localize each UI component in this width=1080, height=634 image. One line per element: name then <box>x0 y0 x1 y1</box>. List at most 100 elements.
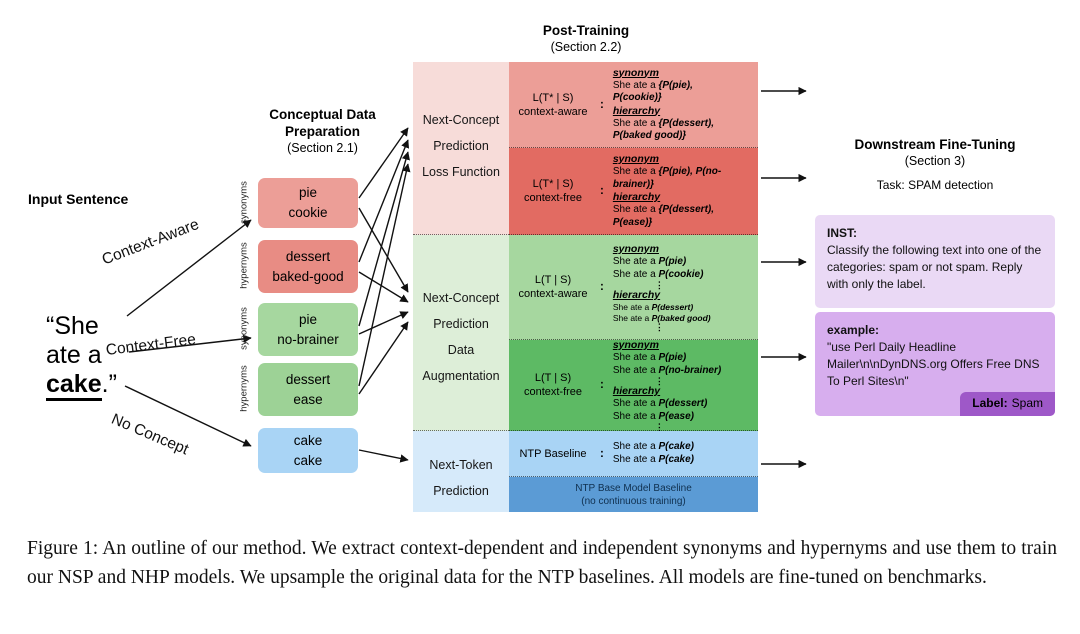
line-prefix: She ate a <box>612 117 659 129</box>
concept-word: cake <box>293 432 323 448</box>
line-concept: {P(dessert), <box>658 117 715 129</box>
hierarchy-heading: hierarchy <box>612 385 661 397</box>
concept-word: dessert <box>285 371 331 387</box>
line-prefix: She ate a <box>612 312 652 323</box>
sentence-line-3: cake.” <box>46 370 117 401</box>
example-line: P(ease)} <box>613 217 758 230</box>
line-concept: P(ease)} <box>612 216 653 228</box>
conceptual-prep-title-line2: Preparation <box>284 124 361 139</box>
ntp-base-model-line: NTP Base Model Baseline <box>575 482 692 494</box>
next-token-column-bg <box>413 431 509 512</box>
concept-word: baked-good <box>272 268 344 284</box>
loss-context-free-row: L(T* | S) context-free : synonym She ate… <box>509 148 758 235</box>
line-prefix: She ate a <box>612 268 659 280</box>
arrow-box4-to-aug <box>358 321 409 395</box>
line-concept: P(dessert) <box>658 398 708 409</box>
side-label-synonyms-2: synonyms <box>238 307 250 350</box>
colon: : <box>600 98 604 111</box>
ntp-base-model-line: (no continuous training) <box>581 495 686 507</box>
synonym-heading: synonym <box>612 243 659 255</box>
line-concept: P(ease) <box>658 410 695 422</box>
sentence-line-2: ate a <box>46 341 102 369</box>
loss-context-aware-row: L(T* | S) context-aware : synonym She at… <box>509 62 758 148</box>
line-concept: P(baked good)} <box>612 130 687 141</box>
synonym-heading: synonym <box>612 339 659 351</box>
concept-box-pie-cookie: pie cookie <box>258 178 358 228</box>
inst-box: INST: Classify the following text into o… <box>815 215 1055 308</box>
likelihood-term-line: context-aware <box>518 288 588 300</box>
hierarchy-heading: hierarchy <box>612 104 661 117</box>
next-token-prediction-label: Next-Token Prediction <box>413 452 509 504</box>
downstream-header: Downstream Fine-Tuning (Section 3) Task:… <box>818 136 1052 194</box>
arrow-box4-to-loss <box>358 163 411 387</box>
example-line: She ate a P(pie) <box>613 256 758 269</box>
line-prefix: She ate a <box>612 410 659 422</box>
colon: : <box>600 447 604 460</box>
arrow-cake-to-ntp <box>358 449 409 463</box>
example-line: She ate a P(dessert) <box>613 302 758 313</box>
line-concept: P(cake) <box>658 441 695 452</box>
loss-term-context-free: L(T* | S) context-free <box>509 177 597 205</box>
example-line: She ate a {P(dessert), <box>613 204 758 217</box>
label-line: Augmentation <box>422 369 500 383</box>
likelihood-term-context-free: L(T | S) context-free <box>509 371 597 399</box>
line-concept: P(no-brainer) <box>658 364 722 376</box>
example-heading: example: <box>827 323 880 337</box>
line-prefix: She ate a <box>612 441 659 452</box>
label-line: Prediction <box>433 139 489 153</box>
row-content: synonym She ate a P(pie) She ate a P(coo… <box>607 243 758 332</box>
next-concept-augmentation-label: Next-Concept Prediction Data Augmentatio… <box>413 285 509 389</box>
concept-box-pie-nobrainer: pie no-brainer <box>258 303 358 356</box>
label-line: Prediction <box>433 484 489 498</box>
line-concept: P(cookie)} <box>612 92 662 103</box>
example-box: example: "use Perl Daily Headline Mailer… <box>815 312 1055 416</box>
inst-heading: INST: <box>827 226 857 240</box>
sentence-suffix: .” <box>101 370 117 398</box>
likelihood-term-line: L(T | S) <box>534 372 572 384</box>
loss-term-context-aware: L(T* | S) context-aware <box>509 91 597 119</box>
vertical-ellipsis: ⋮ <box>654 422 664 432</box>
label-line: Next-Concept <box>422 291 500 305</box>
arrow-box2-to-loss <box>358 139 410 263</box>
arrow-box3-to-loss <box>358 151 410 327</box>
label-line: Loss Function <box>422 165 500 179</box>
example-line: She ate a P(cookie) <box>613 269 758 282</box>
label-line: Next-Token <box>429 458 493 472</box>
ntp-baseline-label: NTP Baseline <box>519 447 587 460</box>
input-sentence-label: Input Sentence <box>28 191 129 207</box>
label-badge-heading: Label: <box>972 396 1008 410</box>
hierarchy-heading: hierarchy <box>612 289 661 301</box>
post-training-header: Post-Training (Section 2.2) <box>496 22 676 56</box>
example-line: She ate a P(baked good) <box>613 313 758 324</box>
example-line: She ate a P(no-brainer) <box>613 365 758 378</box>
conceptual-prep-subtitle: (Section 2.1) <box>287 141 358 155</box>
likelihood-term-line: L(T | S) <box>534 274 572 286</box>
concept-box-cake-cake: cake cake <box>258 428 358 473</box>
label-badge: Label: Spam <box>960 392 1055 416</box>
arrow-box3-to-aug <box>358 311 409 335</box>
row-content: She ate a P(cake) She ate a P(cake) <box>607 441 758 466</box>
concept-word: no-brainer <box>277 331 339 347</box>
example-line: She ate a P(cake) <box>613 441 758 454</box>
example-line: She ate a {P(pie), <box>613 80 758 93</box>
vertical-ellipsis: ⋮ <box>654 322 664 332</box>
line-prefix: She ate a <box>612 364 659 376</box>
vertical-ellipsis: ⋮ <box>654 280 664 290</box>
side-label-hypernyms-1: hypernyms <box>238 242 250 289</box>
loss-function-column-bg <box>413 62 509 235</box>
concept-word: dessert <box>285 248 331 264</box>
sentence-line-1: “She <box>46 312 99 340</box>
line-prefix: She ate a <box>612 79 659 91</box>
ntp-base-model-row: NTP Base Model Baseline (no continuous t… <box>509 477 758 512</box>
edge-label-context-free: Context-Free <box>104 331 197 359</box>
colon: : <box>600 379 604 391</box>
conceptual-prep-header: Conceptual Data Preparation (Section 2.1… <box>250 106 395 157</box>
line-prefix: She ate a <box>612 302 652 312</box>
concept-word: pie <box>298 311 317 327</box>
likelihood-term-line: context-free <box>523 386 583 398</box>
input-sentence: “She ate a cake.” <box>46 312 117 401</box>
line-prefix: She ate a <box>612 204 659 215</box>
label-line: Prediction <box>433 317 489 331</box>
sentence-word-cake: cake <box>46 370 102 401</box>
label-line: Data <box>447 343 475 357</box>
